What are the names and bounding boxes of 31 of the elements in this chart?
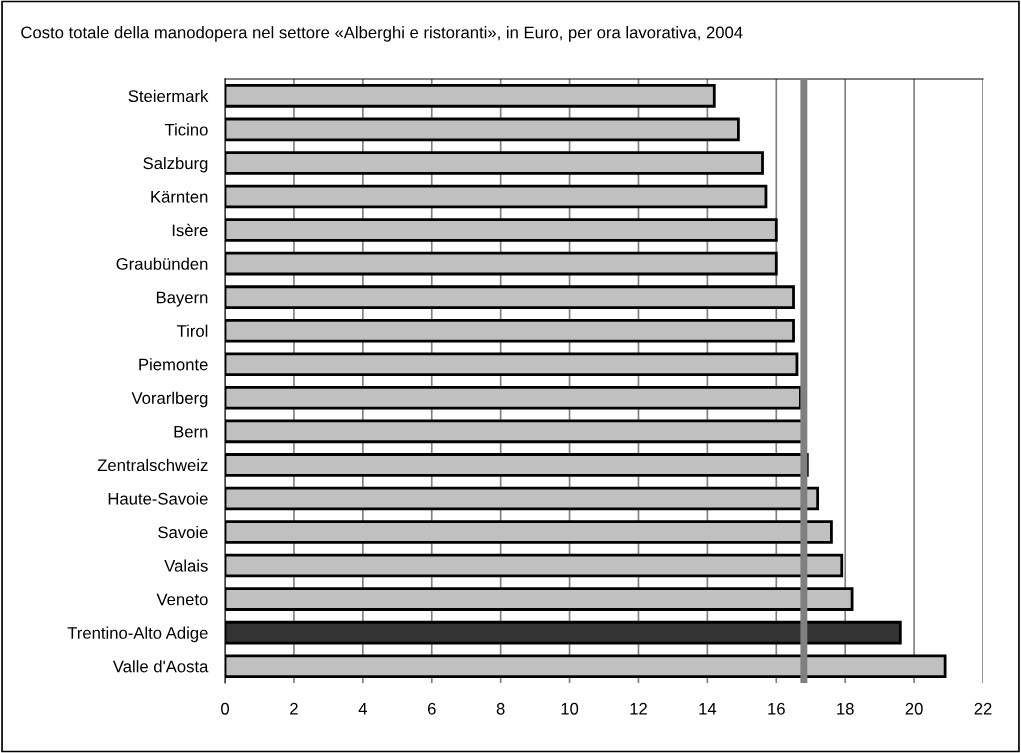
y-tick-label: Salzburg — [143, 156, 208, 173]
x-tick-label: 18 — [837, 702, 854, 715]
x-tick-label: 8 — [496, 702, 505, 715]
y-tick-label: Trentino-Alto Adige — [67, 626, 208, 643]
y-tick-label: Zentralschweiz — [97, 458, 208, 472]
x-tick-label: 14 — [699, 703, 717, 715]
y-tick-label: Bayern — [156, 291, 208, 307]
y-tick-label: Valais — [164, 559, 208, 572]
y-tick-label: Ticino — [164, 123, 208, 136]
y-tick-label: Isère — [172, 223, 208, 237]
x-tick-label: 4 — [358, 703, 367, 715]
y-tick-label: Tirol — [176, 324, 208, 337]
x-tick-label: 22 — [974, 702, 992, 715]
chart-title: Costo totale della manodopera nel settore «Alberghi e ristoranti», in Euro, per ora lavorativa, 2004 — [21, 26, 743, 42]
x-tick-label: 0 — [221, 702, 230, 715]
y-tick-label: Valle d'Aosta — [112, 660, 209, 673]
x-tick-label: 2 — [290, 702, 298, 715]
x-tick-label: 6 — [427, 702, 436, 715]
x-tick-label: 20 — [905, 702, 923, 715]
y-tick-label: Bern — [174, 425, 208, 438]
y-tick-label: Graubünden — [116, 257, 208, 270]
y-tick-label: Steiermark — [128, 89, 209, 103]
x-tick-label: 12 — [630, 702, 647, 715]
x-tick-label: 16 — [768, 702, 785, 715]
y-tick-label: Haute-Savoie — [108, 492, 208, 505]
y-tick-label: Piemonte — [139, 358, 208, 371]
y-tick-label: Kärnten — [151, 191, 208, 203]
y-tick-label: Vorarlberg — [131, 391, 208, 408]
x-tick-label: 10 — [561, 702, 579, 715]
y-tick-label: Veneto — [156, 593, 208, 606]
y-tick-label: Savoie — [158, 525, 208, 539]
